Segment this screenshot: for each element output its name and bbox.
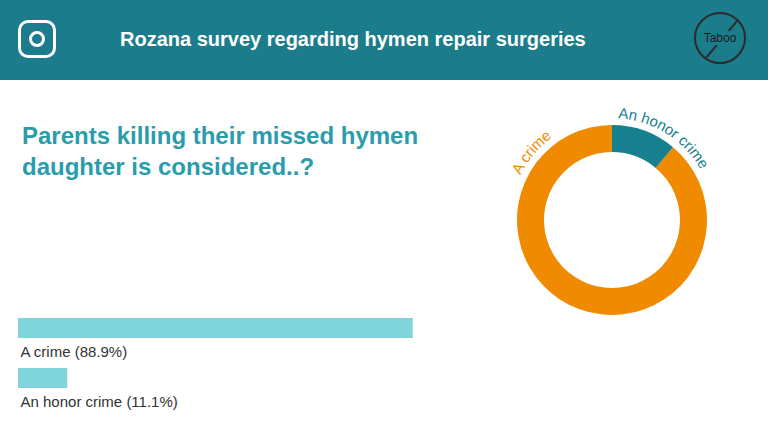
svg-text:An honor crime (11.1%): An honor crime (11.1%) <box>21 393 178 410</box>
svg-text:An honor crime: An honor crime <box>618 104 713 171</box>
html-text:Rozana survey regarding hymen: Rozana survey regarding hymen repair sur… <box>120 28 586 50</box>
svg-text:A crime (88.9%): A crime (88.9%) <box>21 343 128 360</box>
html-text:Taboo: Taboo <box>703 31 737 45</box>
html-text:Parents killing their missed h: Parents killing their missed hymen daugh… <box>22 122 419 180</box>
svg-text:A crime: A crime <box>508 126 554 176</box>
